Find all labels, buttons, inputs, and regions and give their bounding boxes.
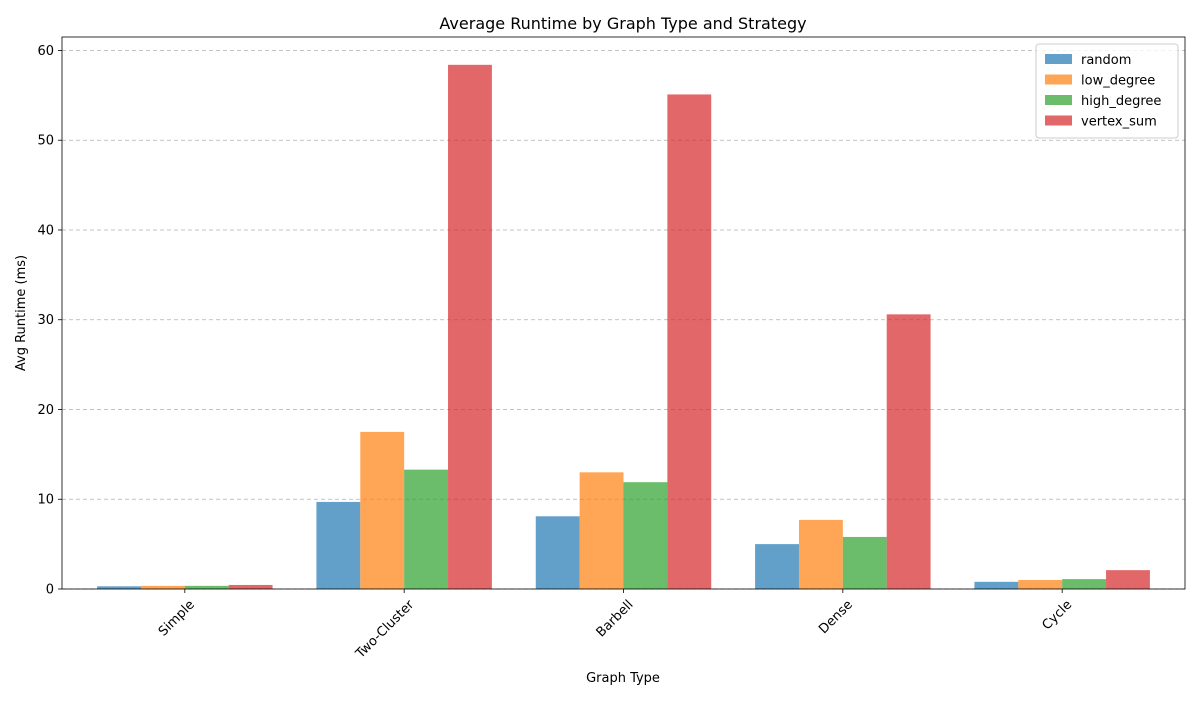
bar-low_degree-two-cluster bbox=[360, 431, 405, 589]
legend: random low_degree high_degree vertex_sum bbox=[1035, 43, 1179, 139]
bar-vertex_sum-two-cluster bbox=[448, 64, 492, 589]
legend-label-low_degree: low_degree bbox=[1081, 74, 1155, 89]
legend-swatch-vertex_sum bbox=[1045, 115, 1072, 126]
x-axis: Simple Two-Cluster Barbell Dense Cycle bbox=[156, 589, 1075, 662]
legend-swatch-low_degree bbox=[1045, 74, 1072, 85]
bar-low_degree-simple bbox=[140, 585, 185, 589]
y-tick-label: 30 bbox=[37, 313, 54, 328]
legend-label-vertex_sum: vertex_sum bbox=[1081, 115, 1157, 130]
bar-random-cycle bbox=[974, 581, 1019, 589]
bar-random-barbell bbox=[535, 516, 580, 589]
bar-vertex_sum-cycle bbox=[1106, 570, 1150, 589]
y-tick-label: 0 bbox=[46, 583, 54, 598]
bar-vertex_sum-simple bbox=[228, 584, 273, 589]
x-tick-label: Two-Cluster bbox=[353, 597, 418, 662]
bar-low_degree-barbell bbox=[579, 472, 624, 589]
bar-low_degree-dense bbox=[798, 519, 843, 589]
bars bbox=[97, 64, 1150, 589]
x-tick-label: Cycle bbox=[1039, 597, 1075, 633]
bar-random-two-cluster bbox=[316, 501, 361, 589]
x-tick-label: Dense bbox=[816, 597, 856, 637]
bar-low_degree-cycle bbox=[1018, 580, 1063, 589]
y-tick-label: 10 bbox=[37, 493, 54, 508]
legend-swatch-random bbox=[1045, 54, 1072, 64]
x-tick-label: Barbell bbox=[594, 597, 637, 640]
bar-high_degree-barbell bbox=[623, 482, 668, 589]
bar-high_degree-two-cluster bbox=[404, 469, 449, 589]
legend-frame bbox=[1035, 43, 1179, 139]
bar-high_degree-dense bbox=[842, 536, 887, 589]
y-axis-label: Avg Runtime (ms) bbox=[14, 255, 29, 371]
y-axis: 0 10 20 30 40 50 60 bbox=[37, 44, 62, 598]
chart-title: Average Runtime by Graph Type and Strate… bbox=[439, 14, 806, 33]
legend-swatch-high_degree bbox=[1045, 95, 1072, 105]
x-tick-label: Simple bbox=[156, 597, 198, 639]
legend-label-random: random bbox=[1081, 53, 1131, 68]
bar-random-dense bbox=[755, 544, 799, 589]
y-tick-label: 20 bbox=[37, 403, 54, 418]
x-axis-label: Graph Type bbox=[586, 671, 660, 686]
y-tick-label: 40 bbox=[37, 223, 54, 238]
bar-vertex_sum-dense bbox=[886, 314, 931, 589]
y-tick-label: 60 bbox=[37, 44, 54, 59]
legend-label-high_degree: high_degree bbox=[1081, 94, 1161, 109]
bar-high_degree-cycle bbox=[1062, 579, 1107, 589]
y-tick-label: 50 bbox=[37, 134, 54, 149]
bar-random-simple bbox=[97, 586, 141, 589]
bar-vertex_sum-barbell bbox=[667, 94, 712, 589]
bar-high_degree-simple bbox=[184, 585, 229, 589]
